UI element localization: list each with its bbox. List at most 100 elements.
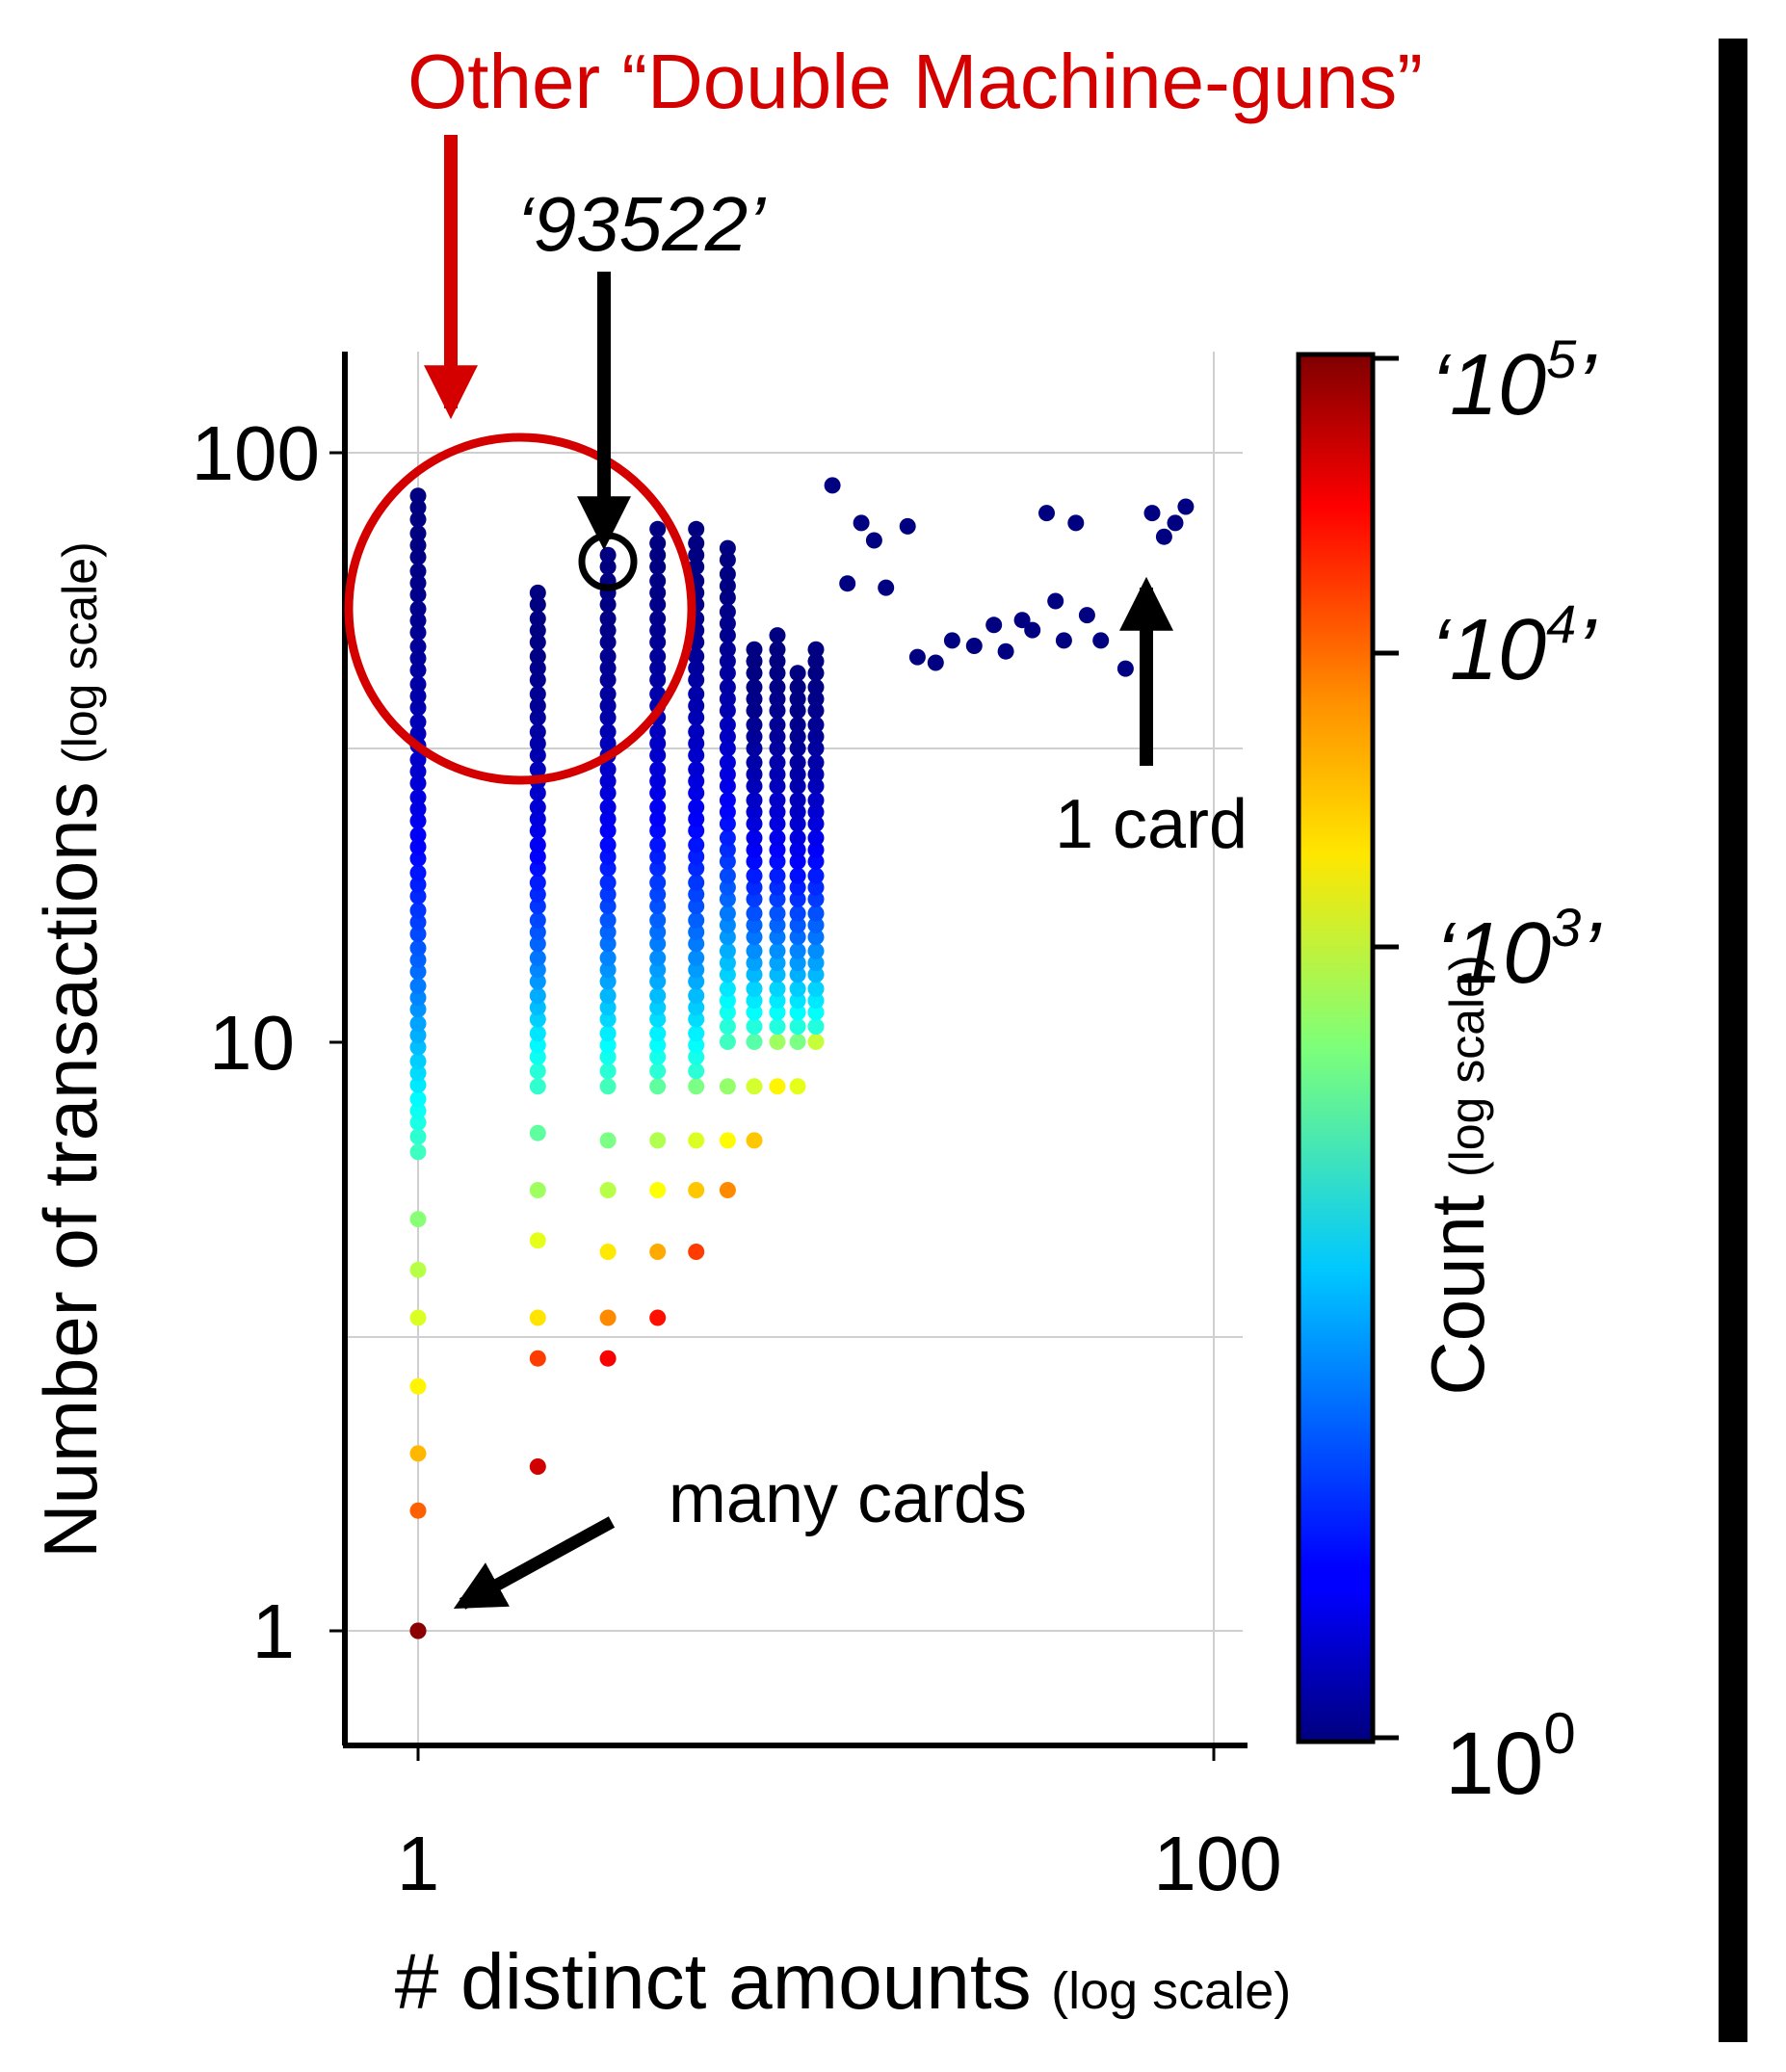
- data-point: [789, 728, 806, 746]
- data-point: [649, 1182, 667, 1198]
- data-point: [649, 987, 667, 1005]
- data-point: [746, 717, 763, 733]
- data-point: [719, 641, 736, 658]
- data-point: [409, 812, 427, 829]
- data-point: [529, 1062, 546, 1080]
- data-point: [1177, 498, 1195, 515]
- data-point: [688, 535, 705, 552]
- data-point: [688, 1025, 705, 1042]
- data-point: [599, 723, 617, 741]
- data-point: [789, 916, 806, 933]
- data-point: [769, 929, 786, 946]
- data-point: [649, 761, 667, 778]
- data-point: [807, 1018, 825, 1036]
- data-point: [529, 1458, 546, 1475]
- data-point: [599, 559, 617, 575]
- data-point: [599, 1078, 617, 1095]
- data-point: [649, 773, 667, 790]
- data-point: [746, 653, 763, 669]
- data-point: [688, 784, 705, 801]
- data-point: [649, 799, 667, 816]
- data-point: [719, 803, 736, 821]
- data-point: [769, 1078, 786, 1095]
- data-point: [529, 686, 546, 702]
- data-point: [719, 603, 736, 620]
- data-point: [409, 1445, 427, 1462]
- data-point: [719, 905, 736, 922]
- data-point: [688, 860, 705, 877]
- data-point: [769, 691, 786, 708]
- x-axis-label: # distinct amounts (log scale): [395, 1938, 1291, 2026]
- data-point: [746, 867, 763, 884]
- data-point: [649, 1048, 667, 1065]
- data-point: [409, 487, 427, 505]
- data-point: [719, 841, 736, 858]
- data-point: [688, 1036, 705, 1054]
- data-point: [789, 1078, 806, 1095]
- data-point: [688, 1048, 705, 1065]
- colorbar-label-sub: (log scale): [1440, 955, 1494, 1177]
- data-point: [409, 888, 427, 905]
- data-point: [807, 942, 825, 959]
- data-point: [649, 784, 667, 801]
- data-point: [807, 867, 825, 884]
- data-point: [599, 634, 617, 651]
- data-point: [789, 966, 806, 984]
- data-point: [746, 829, 763, 847]
- data-point: [899, 517, 916, 535]
- data-point: [409, 1090, 427, 1108]
- data-point: [807, 1034, 825, 1050]
- data-point: [409, 751, 427, 769]
- data-point: [649, 647, 667, 665]
- data-point: [719, 792, 736, 809]
- data-point: [769, 891, 786, 907]
- data-point: [769, 879, 786, 896]
- data-point: [409, 1015, 427, 1033]
- data-point: [1013, 612, 1031, 629]
- data-point: [529, 1182, 546, 1198]
- data-point: [649, 520, 667, 538]
- data-point: [409, 850, 427, 867]
- data-point: [599, 784, 617, 801]
- data-point: [649, 1010, 667, 1028]
- data-point: [769, 905, 786, 922]
- data-point: [1038, 505, 1055, 522]
- data-point: [719, 551, 736, 568]
- data-point: [789, 841, 806, 858]
- many-cards-arrow: [453, 1516, 616, 1610]
- data-point: [529, 1124, 546, 1141]
- data-point: [807, 966, 825, 984]
- data-point: [409, 586, 427, 603]
- data-point: [688, 987, 705, 1005]
- data-point: [529, 1025, 546, 1042]
- data-point: [409, 913, 427, 931]
- data-point: [529, 1078, 546, 1095]
- data-point: [599, 610, 617, 627]
- data-point: [649, 1132, 667, 1149]
- data-point: [789, 754, 806, 772]
- data-point: [649, 735, 667, 752]
- data-point: [719, 1078, 736, 1095]
- data-point: [746, 728, 763, 746]
- data-point: [824, 477, 841, 494]
- data-point: [688, 546, 705, 564]
- data-point: [746, 1034, 763, 1050]
- y-axis-label-main: Number of transactions: [28, 781, 113, 1558]
- double-machine-guns-circle: [344, 433, 696, 785]
- data-point: [746, 803, 763, 821]
- data-point: [599, 822, 617, 839]
- data-point: [688, 697, 705, 715]
- data-point: [746, 929, 763, 946]
- data-point: [529, 697, 546, 715]
- many-cards-point: [409, 1622, 427, 1639]
- data-point: [746, 916, 763, 933]
- data-point: [807, 641, 825, 658]
- data-point: [529, 596, 546, 614]
- data-point: [688, 520, 705, 538]
- data-point: [599, 961, 617, 979]
- data-point: [688, 973, 705, 990]
- data-point: [529, 634, 546, 651]
- data-point: [688, 747, 705, 764]
- data-point: [807, 665, 825, 682]
- data-point: [719, 1034, 736, 1050]
